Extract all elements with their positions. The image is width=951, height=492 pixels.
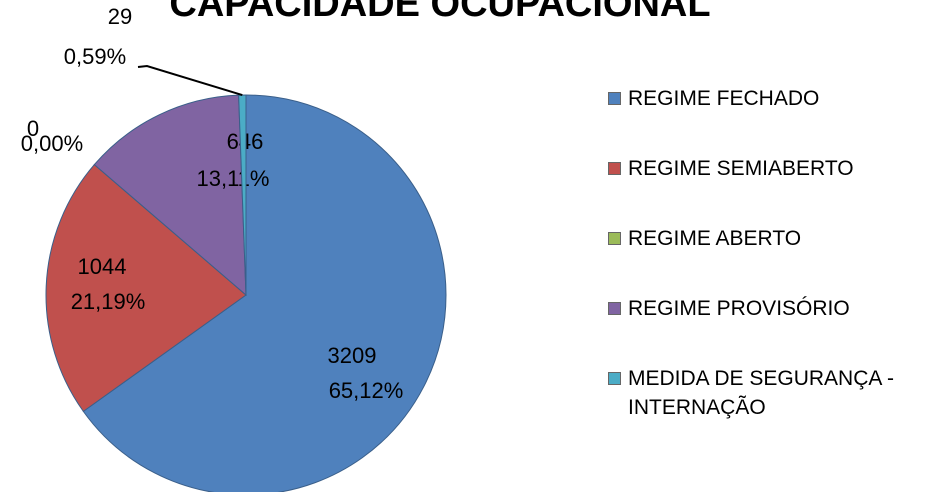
percent-label: 0,59% bbox=[64, 44, 126, 69]
legend-swatch bbox=[608, 92, 621, 105]
legend-label: REGIME SEMIABERTO bbox=[628, 157, 854, 180]
legend-item: MEDIDA DE SEGURANÇA - INTERNAÇÃO bbox=[608, 364, 938, 434]
percent-label: 13,11% bbox=[197, 166, 270, 191]
value-label: 29 bbox=[108, 4, 132, 29]
value-label: 0 bbox=[27, 116, 39, 141]
legend: REGIME FECHADO REGIME SEMIABERTO REGIME AB… bbox=[608, 84, 938, 434]
pie-slice bbox=[45, 163, 247, 413]
percent-label: 65,12% bbox=[329, 378, 404, 403]
percent-label: 0,00% bbox=[21, 131, 83, 156]
legend-swatch bbox=[608, 232, 621, 245]
legend-swatch bbox=[608, 372, 621, 385]
pie-slice bbox=[93, 94, 247, 297]
legend-item: REGIME FECHADO bbox=[608, 84, 938, 154]
legend-swatch bbox=[608, 302, 621, 315]
pie-slice bbox=[238, 94, 247, 296]
legend-label: REGIME ABERTO bbox=[628, 227, 802, 250]
chart-title: CAPACIDADE OCUPACIONAL bbox=[169, 0, 710, 25]
value-label: 1044 bbox=[78, 254, 127, 279]
legend-item: REGIME PROVISÓRIO bbox=[608, 294, 938, 364]
legend-label: REGIME PROVISÓRIO bbox=[628, 297, 850, 320]
leader-line bbox=[137, 64, 243, 96]
value-label: 3209 bbox=[328, 343, 377, 368]
pie-slice bbox=[82, 94, 447, 492]
legend-swatch bbox=[608, 162, 621, 175]
legend-label: REGIME FECHADO bbox=[628, 87, 820, 110]
legend-item: REGIME ABERTO bbox=[608, 224, 938, 294]
percent-label: 21,19% bbox=[71, 289, 146, 314]
legend-label: MEDIDA DE SEGURANÇA - INTERNAÇÃO bbox=[628, 367, 895, 419]
legend-item: REGIME SEMIABERTO bbox=[608, 154, 938, 224]
